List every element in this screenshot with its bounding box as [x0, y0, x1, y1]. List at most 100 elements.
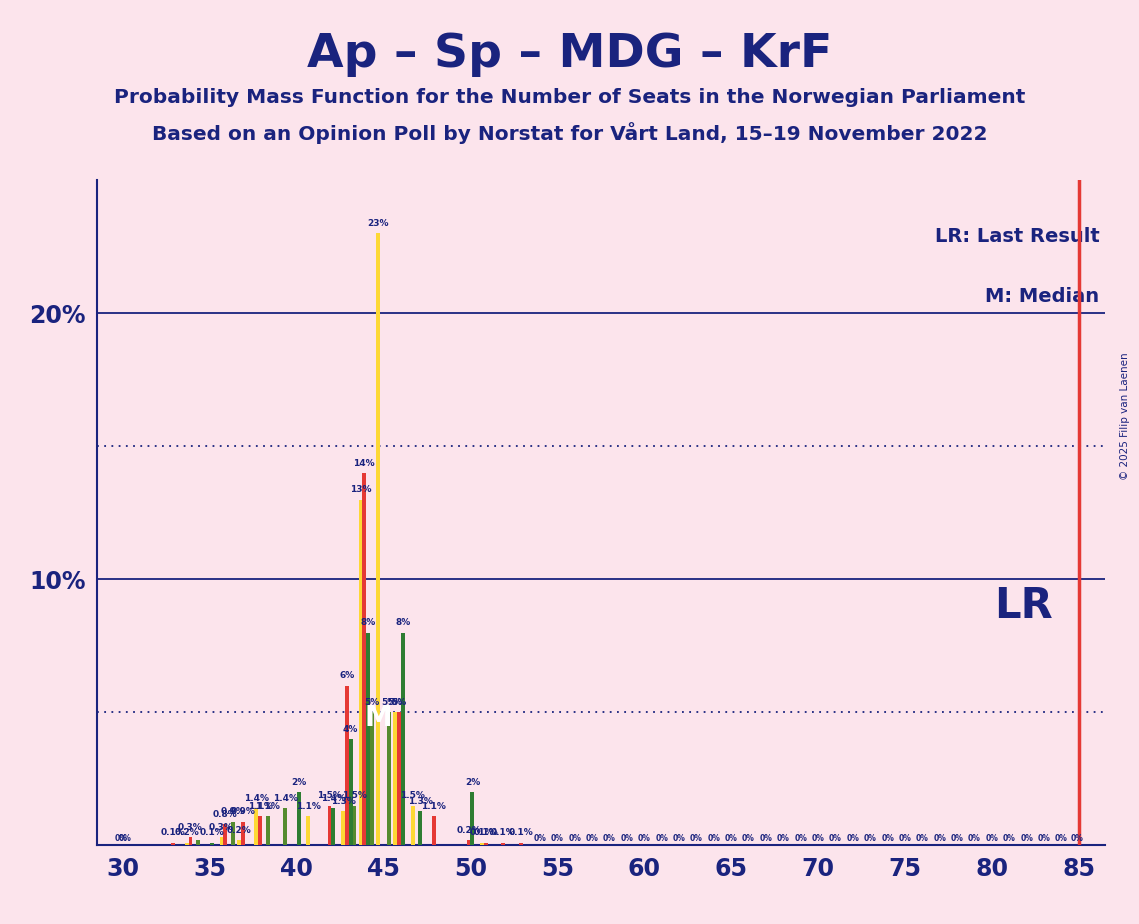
- Text: 1.1%: 1.1%: [255, 802, 280, 811]
- Text: 0%: 0%: [621, 834, 633, 844]
- Text: 0.2%: 0.2%: [457, 826, 481, 834]
- Text: 0%: 0%: [707, 834, 720, 844]
- Text: 1.4%: 1.4%: [244, 794, 269, 803]
- Bar: [387, 712, 391, 845]
- Text: 5%: 5%: [387, 698, 403, 707]
- Text: 0%: 0%: [638, 834, 650, 844]
- Text: 0%: 0%: [863, 834, 877, 844]
- Text: 0%: 0%: [899, 834, 911, 844]
- Text: 1.3%: 1.3%: [408, 796, 433, 806]
- Text: 0%: 0%: [743, 834, 755, 844]
- Text: 0.2%: 0.2%: [174, 829, 199, 837]
- Text: 0.9%: 0.9%: [230, 808, 255, 816]
- Text: 1.1%: 1.1%: [421, 802, 446, 811]
- Bar: [210, 843, 214, 845]
- Text: 5%: 5%: [364, 698, 379, 707]
- Bar: [418, 811, 423, 845]
- Text: 0%: 0%: [968, 834, 981, 844]
- Bar: [237, 840, 240, 845]
- Bar: [362, 473, 367, 845]
- Text: 13%: 13%: [350, 485, 371, 494]
- Text: 0%: 0%: [533, 834, 547, 844]
- Bar: [342, 811, 345, 845]
- Text: 0%: 0%: [985, 834, 998, 844]
- Text: 0%: 0%: [118, 834, 131, 844]
- Text: 23%: 23%: [367, 219, 388, 228]
- Text: 0%: 0%: [829, 834, 842, 844]
- Bar: [254, 808, 259, 845]
- Text: 0%: 0%: [1021, 834, 1033, 844]
- Bar: [376, 234, 379, 845]
- Text: 1.5%: 1.5%: [400, 791, 425, 800]
- Text: 0%: 0%: [603, 834, 616, 844]
- Text: 0.1%: 0.1%: [508, 829, 533, 837]
- Text: 0%: 0%: [585, 834, 599, 844]
- Text: LR: LR: [994, 585, 1052, 627]
- Text: 2%: 2%: [465, 778, 480, 787]
- Text: 0.3%: 0.3%: [210, 823, 233, 833]
- Text: 0%: 0%: [794, 834, 808, 844]
- Text: 0.9%: 0.9%: [221, 808, 245, 816]
- Bar: [367, 633, 370, 845]
- Text: 0%: 0%: [1071, 834, 1083, 844]
- Bar: [467, 840, 470, 845]
- Bar: [370, 712, 374, 845]
- Bar: [411, 806, 415, 845]
- Bar: [223, 824, 227, 845]
- Text: 0.8%: 0.8%: [213, 809, 238, 819]
- Bar: [284, 808, 287, 845]
- Bar: [259, 816, 262, 845]
- Text: 1.4%: 1.4%: [272, 794, 297, 803]
- Text: 0%: 0%: [551, 834, 564, 844]
- Text: 1.1%: 1.1%: [247, 802, 272, 811]
- Bar: [470, 792, 474, 845]
- Text: Probability Mass Function for the Number of Seats in the Norwegian Parliament: Probability Mass Function for the Number…: [114, 88, 1025, 107]
- Text: 0.1%: 0.1%: [469, 829, 494, 837]
- Bar: [196, 840, 200, 845]
- Text: 0%: 0%: [760, 834, 772, 844]
- Bar: [171, 843, 175, 845]
- Text: 0%: 0%: [812, 834, 825, 844]
- Text: 5%: 5%: [392, 698, 407, 707]
- Text: 2%: 2%: [290, 778, 306, 787]
- Text: 0.1%: 0.1%: [161, 829, 186, 837]
- Text: 0%: 0%: [933, 834, 947, 844]
- Bar: [518, 843, 523, 845]
- Bar: [220, 837, 223, 845]
- Bar: [349, 739, 353, 845]
- Bar: [185, 843, 189, 845]
- Text: 0%: 0%: [882, 834, 894, 844]
- Text: 1.4%: 1.4%: [321, 794, 346, 803]
- Text: 0%: 0%: [1055, 834, 1068, 844]
- Text: 5%: 5%: [382, 698, 396, 707]
- Text: 8%: 8%: [395, 618, 410, 627]
- Text: 0%: 0%: [1038, 834, 1050, 844]
- Bar: [398, 712, 401, 845]
- Text: 0%: 0%: [846, 834, 859, 844]
- Bar: [353, 806, 357, 845]
- Text: 0.1%: 0.1%: [474, 829, 499, 837]
- Text: 0%: 0%: [777, 834, 789, 844]
- Bar: [484, 843, 487, 845]
- Text: 0%: 0%: [690, 834, 703, 844]
- Text: © 2025 Filip van Laenen: © 2025 Filip van Laenen: [1121, 352, 1130, 480]
- Text: 1.5%: 1.5%: [342, 791, 367, 800]
- Bar: [328, 806, 331, 845]
- Text: 0%: 0%: [115, 834, 128, 844]
- Text: 0%: 0%: [568, 834, 581, 844]
- Text: 4%: 4%: [343, 724, 359, 734]
- Text: 0.1%: 0.1%: [199, 829, 224, 837]
- Bar: [501, 843, 506, 845]
- Bar: [231, 821, 235, 845]
- Bar: [359, 500, 362, 845]
- Text: 0.2%: 0.2%: [227, 826, 252, 834]
- Bar: [265, 816, 270, 845]
- Text: 0.3%: 0.3%: [178, 823, 203, 833]
- Text: 14%: 14%: [353, 458, 375, 468]
- Text: 1.3%: 1.3%: [330, 796, 355, 806]
- Bar: [331, 808, 335, 845]
- Bar: [240, 821, 245, 845]
- Bar: [393, 712, 398, 845]
- Bar: [345, 686, 349, 845]
- Text: 0.1%: 0.1%: [491, 829, 516, 837]
